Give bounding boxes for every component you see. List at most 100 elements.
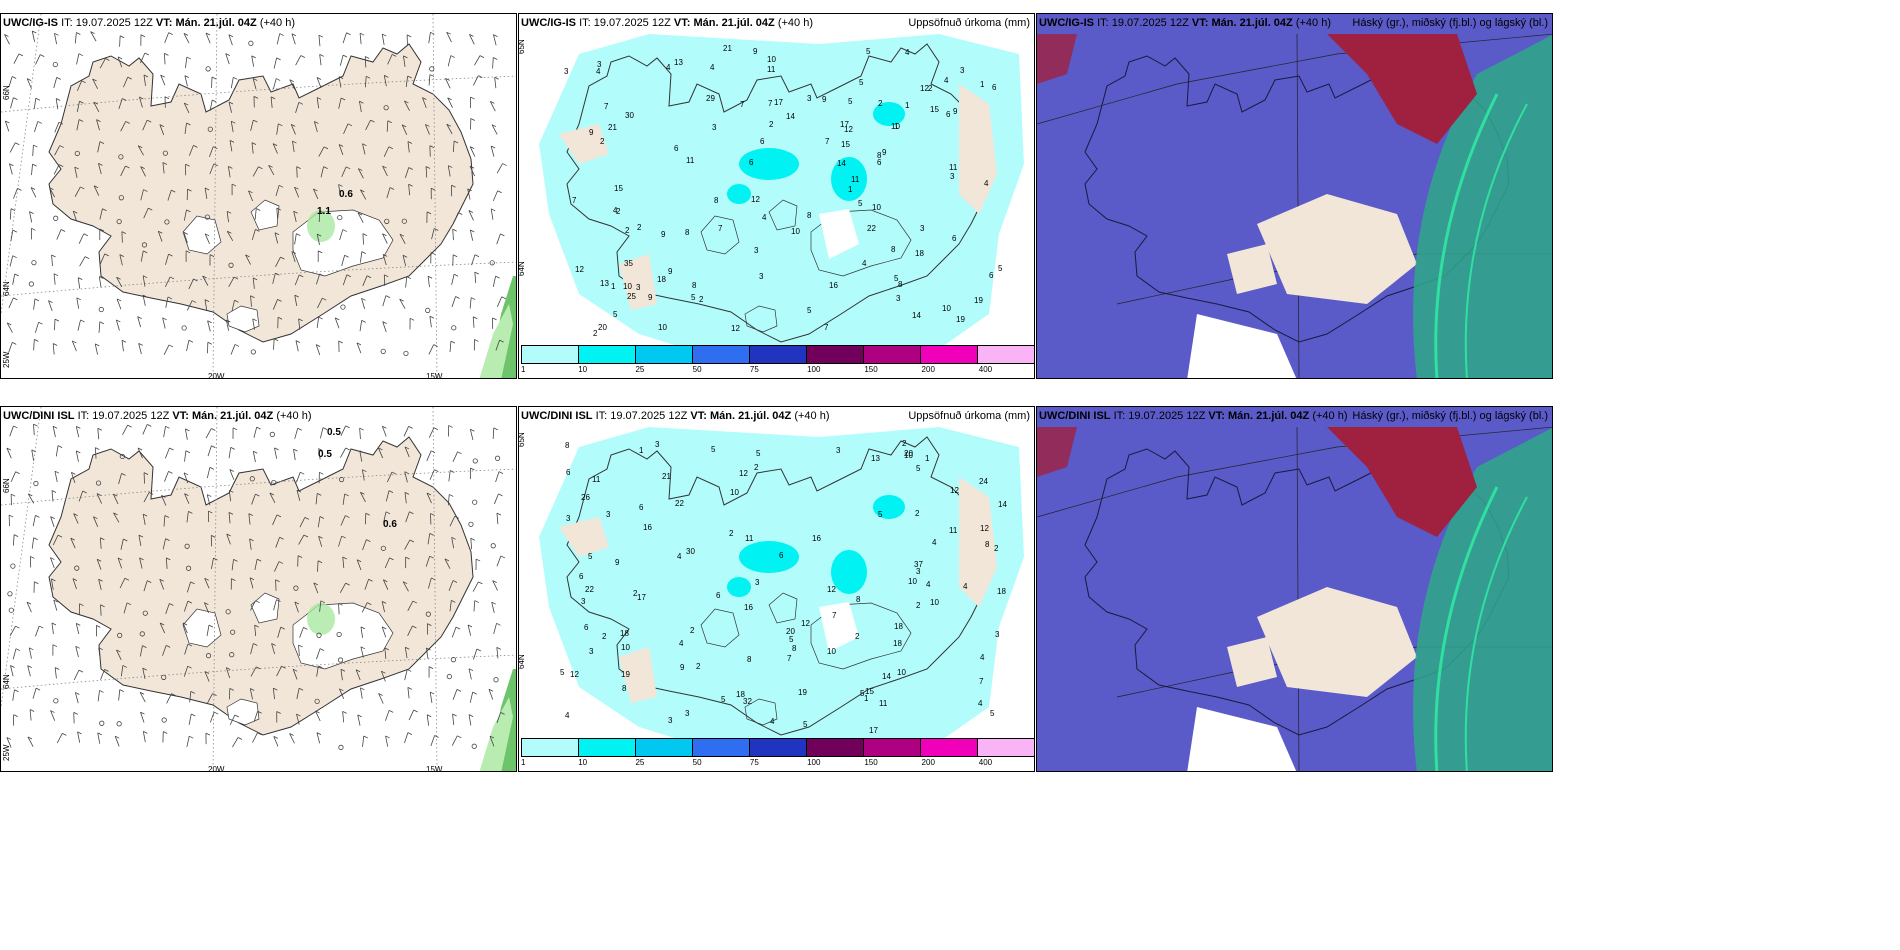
wind-barbs <box>6 423 506 750</box>
precip-value-label: 6 <box>674 144 679 153</box>
lat-label: 25W <box>2 744 11 761</box>
precip-value-label: 6 <box>716 591 721 600</box>
precip-value-label: 5 <box>860 689 865 698</box>
precip-value-label: 30 <box>686 547 695 556</box>
precip-color-legend <box>521 345 1034 364</box>
legend-tick-label: 100 <box>807 365 821 374</box>
legend-tick-label: 150 <box>864 365 878 374</box>
precip-value-label: 21 <box>608 123 617 132</box>
precip-value-label: 10 <box>891 122 900 131</box>
precip-cores <box>727 102 905 204</box>
legend-swatch <box>978 739 1034 756</box>
precip-value-label: 2 <box>637 223 642 232</box>
precip-value-label: 3 <box>655 440 660 449</box>
lat-label: 65N <box>518 39 526 54</box>
lat-label: 25W <box>2 351 11 368</box>
precip-value-label: 12 <box>575 265 584 274</box>
precip-value-label: 0.5 <box>327 427 341 438</box>
legend-swatch <box>921 739 978 756</box>
it-label: IT: <box>1113 410 1126 422</box>
precip-value-label: 8 <box>714 196 719 205</box>
glacier-outline <box>182 608 222 648</box>
precip-value-label: 4 <box>679 639 684 648</box>
glacier-outline <box>810 602 912 670</box>
precip-value-label: 0.5 <box>318 449 332 460</box>
precip-value-label: 10 <box>621 643 630 652</box>
panel-header: UWC/IG-IS IT: 19.07.2025 12Z VT: Mán. 21… <box>521 17 813 29</box>
precip-value-label: 6 <box>989 271 994 280</box>
vt-label: VT: <box>1208 410 1225 422</box>
legend-tick-label: 50 <box>692 758 702 767</box>
legend-ticks: 1 10 25 50 75 100 150 200 400 <box>519 758 1034 770</box>
legend-swatch <box>579 346 636 363</box>
precip-value-label: 19 <box>974 296 983 305</box>
panel-header: UWC/IG-IS IT: 19.07.2025 12Z VT: Mán. 21… <box>3 17 295 29</box>
precip-value-label: 7 <box>604 102 609 111</box>
glacier-outline <box>744 698 778 726</box>
precip-value-label: 2 <box>754 463 759 472</box>
precip-value-label: 16 <box>643 523 652 532</box>
legend-swatch <box>921 346 978 363</box>
precip-value-label: 8 <box>692 281 697 290</box>
legend-tick-label: 10 <box>578 758 588 767</box>
precip-value-label: 7 <box>572 196 577 205</box>
precip-value-label: 5 <box>998 264 1003 273</box>
precip-value-label: 15 <box>841 140 850 149</box>
precip-value-label: 19 <box>956 315 965 324</box>
map-title: Uppsöfnuð úrkoma (mm) <box>908 17 1030 29</box>
precip-value-label: 14 <box>786 112 795 121</box>
precip-value-label: 4 <box>613 206 618 215</box>
precip-map-panel-dini: 2 4 8 2 3 4 3 2 3 24 22 18 18 21 26 5 7 3 4 5 6 9 5 5 8 11 9 3 8 10 12… <box>518 406 1035 772</box>
legend-swatch <box>522 346 579 363</box>
precip-value-label: 20 <box>598 323 607 332</box>
map-canvas <box>1 14 516 378</box>
precip-value-label: 17 <box>869 726 878 735</box>
precip-value-label: 5 <box>803 720 808 729</box>
precip-value-label: 5 <box>560 668 565 677</box>
precip-value-label: 3 <box>636 283 641 292</box>
init-time: 19.07.2025 12Z <box>610 410 688 422</box>
precip-value-label: 3 <box>995 630 1000 639</box>
vt-label: VT: <box>690 410 707 422</box>
glacier-outline <box>250 199 280 231</box>
model-name: UWC/IG-IS <box>1039 17 1094 29</box>
legend-swatch <box>522 739 579 756</box>
precip-value-label: 3 <box>759 272 764 281</box>
lon-label: 15W <box>426 765 443 772</box>
init-time: 19.07.2025 12Z <box>1128 410 1206 422</box>
precip-value-label: 15 <box>865 687 874 696</box>
precip-value-label: 7 <box>825 137 830 146</box>
vt-label: VT: <box>172 410 189 422</box>
precip-value-label: 8 <box>622 684 627 693</box>
precip-value-label: 9 <box>668 267 673 276</box>
precip-value-label: 14 <box>882 672 891 681</box>
precip-value-label: 10 <box>767 55 776 64</box>
precip-value-label: 9 <box>753 47 758 56</box>
glacier-outline <box>226 305 260 333</box>
precip-value-label: 3 <box>685 709 690 718</box>
precip-value-label: 17 <box>774 98 783 107</box>
precip-patches <box>307 603 516 771</box>
precip-value-label: 1 <box>611 282 616 291</box>
init-time: 19.07.2025 12Z <box>75 17 153 29</box>
glacier-outline <box>810 209 912 277</box>
lon-label: 15W <box>426 372 443 379</box>
precip-value-label: 14 <box>912 311 921 320</box>
precip-value-label: 7 <box>824 323 829 332</box>
legend-swatch <box>864 739 921 756</box>
precip-value-label: 0.6 <box>339 189 353 200</box>
precip-value-label: 30 <box>625 111 634 120</box>
precip-map-panel-igis: 4 2 3 2 7 9 10 5 3 6 7 5 8 10 8 6 4 18 20 7 10 9 12 15 35 17 11 11 2… <box>518 13 1035 379</box>
precip-value-label: 7 <box>740 100 745 109</box>
precip-value-label: 2 <box>928 84 933 93</box>
precip-value-label: 3 <box>916 567 921 576</box>
precip-value-label: 26 <box>581 493 590 502</box>
cloud-map-panel-dini: UWC/DINI ISL IT: 19.07.2025 12Z VT: Mán.… <box>1036 406 1553 772</box>
precip-value-label: 5 <box>848 97 853 106</box>
precip-value-label: 10 <box>872 203 881 212</box>
cloud-map-panel-igis: UWC/IG-IS IT: 19.07.2025 12Z VT: Mán. 21… <box>1036 13 1553 379</box>
lead-time: (+40 h) <box>794 410 830 422</box>
lon-label: 20W <box>208 372 225 379</box>
precip-value-label: 37 <box>914 560 923 569</box>
precip-value-label: 25 <box>627 292 636 301</box>
